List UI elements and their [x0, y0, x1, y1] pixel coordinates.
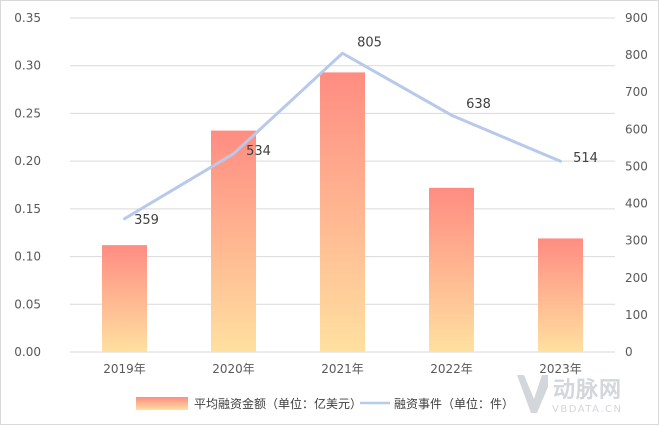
x-tick-label: 2020年	[212, 362, 255, 376]
x-tick-label: 2022年	[430, 362, 473, 376]
left-tick-label: 0.10	[14, 250, 41, 264]
left-tick-label: 0.00	[14, 345, 41, 359]
left-tick-label: 0.35	[14, 11, 41, 25]
right-tick-label: 900	[625, 11, 648, 25]
bar	[429, 187, 474, 352]
bar	[211, 130, 256, 352]
legend-label-bar: 平均融资金额（单位：亿美元）	[194, 396, 362, 411]
watermark-subtext: VBDATA.CN	[552, 404, 622, 415]
data-label: 638	[466, 97, 491, 112]
legend-label-line: 融资事件（单位：件）	[394, 396, 514, 411]
left-tick-label: 0.30	[14, 59, 41, 73]
left-tick-label: 0.20	[14, 154, 41, 168]
left-axis-ticks: 0.00 0.05 0.10 0.15 0.20 0.25 0.30 0.35	[14, 11, 41, 359]
left-tick-label: 0.05	[14, 297, 41, 311]
bar	[538, 238, 583, 352]
line-path	[123, 51, 562, 221]
right-axis-ticks: 0 100 200 300 400 500 600 700 800 900	[625, 11, 648, 359]
right-tick-label: 100	[625, 308, 648, 322]
x-tick-label: 2021年	[321, 362, 364, 376]
x-axis-ticks: 2019年 2020年 2021年 2022年 2023年	[103, 362, 582, 376]
bar	[320, 72, 365, 352]
left-tick-label: 0.15	[14, 202, 41, 216]
legend: 平均融资金额（单位：亿美元） 融资事件（单位：件）	[136, 396, 514, 411]
vbdata-watermark: 动脉网 VBDATA.CN	[517, 375, 622, 415]
left-tick-label: 0.25	[14, 106, 41, 120]
right-tick-label: 700	[625, 85, 648, 99]
data-label: 534	[246, 144, 271, 159]
right-tick-label: 300	[625, 234, 648, 248]
watermark-text: 动脉网	[553, 378, 622, 403]
x-tick-label: 2019年	[103, 362, 146, 376]
data-label: 805	[357, 35, 382, 50]
right-tick-label: 400	[625, 197, 648, 211]
right-tick-label: 0	[625, 345, 633, 359]
bar	[102, 245, 147, 352]
right-tick-label: 600	[625, 122, 648, 136]
x-tick-label: 2023年	[539, 362, 582, 376]
right-tick-label: 500	[625, 159, 648, 173]
vb-logo-icon	[517, 375, 548, 413]
line-series: 359 534 805 638 514	[123, 35, 598, 228]
legend-swatch-bar	[136, 397, 188, 410]
data-label: 514	[573, 151, 598, 166]
right-tick-label: 200	[625, 271, 648, 285]
right-tick-label: 800	[625, 48, 648, 62]
bar-series	[102, 72, 583, 352]
data-label: 359	[134, 213, 159, 228]
